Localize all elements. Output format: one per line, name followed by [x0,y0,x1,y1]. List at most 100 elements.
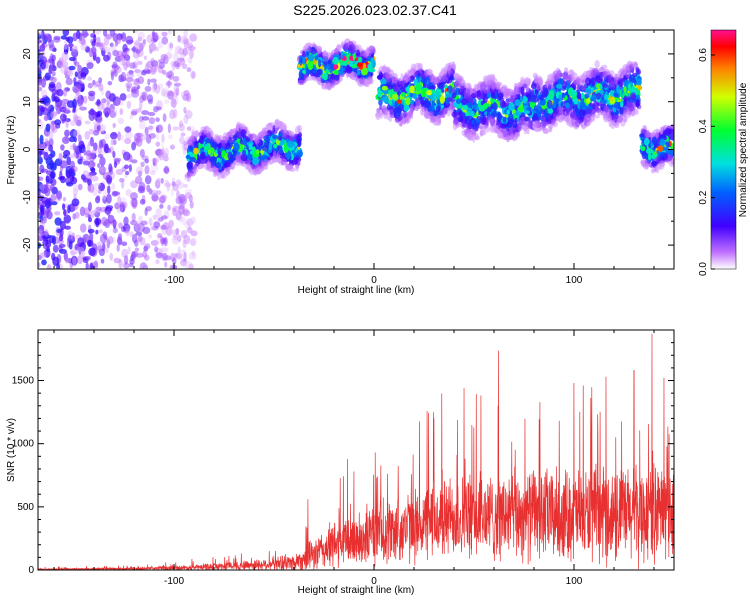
heatmap-cell [391,93,399,101]
heatmap-cell [565,115,570,124]
heatmap-cell [43,244,50,250]
heatmap-cell [50,62,54,73]
heatmap-cell [367,56,371,62]
heatmap-cell [230,163,235,170]
heatmap-cell [62,203,66,211]
heatmap-cell [67,257,72,264]
heatmap-cell [100,258,105,264]
heatmap-cell [404,116,408,123]
heatmap-cell [192,168,199,174]
heatmap-cell [71,232,76,241]
heatmap-cell [82,177,90,183]
heatmap-cell [207,148,211,155]
heatmap-cell [584,114,591,123]
heatmap-cell [130,111,138,116]
heatmap-cell [109,103,115,113]
heatmap-cell [188,263,194,269]
heatmap-cell [180,132,186,137]
heatmap-cell [267,160,273,165]
heatmap-cell [408,70,412,76]
heatmap-cell [72,188,79,196]
heatmap-cell [189,33,198,42]
heatmap-cell [409,85,415,94]
heatmap-cell [170,144,175,150]
heatmap-cell [388,99,393,106]
heatmap-cell [188,240,196,246]
heatmap-cell [65,36,70,42]
heatmap-cell [170,98,177,109]
heatmap-cell [139,262,148,269]
heatmap-cell [131,159,138,164]
heatmap-cell [123,216,129,226]
heatmap-cell [97,188,102,194]
heatmap-cell [172,229,177,238]
heatmap-cell [40,43,48,48]
heatmap-cell [150,163,159,173]
heatmap-cell [297,63,304,68]
heatmap-cell [541,122,547,128]
heatmap-cell [350,71,358,81]
heatmap-cell [58,243,66,248]
heatmap-cell [578,109,586,117]
heatmap-cell [54,119,62,126]
heatmap-cell [38,31,44,37]
heatmap-cell [54,103,62,111]
heatmap-cell [140,161,145,168]
heatmap-cell [88,247,96,256]
heatmap-cell [114,202,120,210]
heatmap-cell [590,87,595,93]
heatmap-cell [175,228,180,236]
heatmap-cell [54,211,61,216]
heatmap-cell [97,103,105,111]
heatmap-cell [458,88,463,95]
heatmap-cell [168,219,175,228]
heatmap-cell [38,176,44,182]
heatmap-cell [96,245,104,252]
heatmap-cell [151,83,156,93]
heatmap-cell [50,193,56,203]
heatmap-cell [98,139,103,149]
heatmap-cell [38,86,43,92]
heatmap-cell [167,70,174,81]
heatmap-cell [168,134,173,140]
heatmap-cell [185,154,191,160]
heatmap-cell [125,77,134,83]
heatmap-cell [166,223,171,228]
heatmap-cell [116,244,120,252]
heatmap-cell [139,237,146,246]
heatmap-cell [581,73,585,80]
heatmap-cell [157,177,162,184]
heatmap-cell [275,157,283,163]
heatmap-cell [314,55,319,61]
heatmap-cell [344,66,350,73]
heatmap-cell [261,162,266,168]
heatmap-cell [391,76,399,84]
heatmap-cell [279,149,284,154]
heatmap-cell [405,97,411,106]
heatmap-cell [51,252,56,261]
heatmap-cell [326,63,331,71]
heatmap-cell [170,186,174,197]
heatmap-cell [359,51,365,57]
heatmap-cell [159,235,164,243]
heatmap-cell [398,81,403,86]
heatmap-cell [410,75,415,80]
heatmap-cell [167,123,171,134]
heatmap-cell [154,246,159,253]
heatmap-cell [122,43,128,53]
heatmap-cell [490,91,495,99]
heatmap-cell [89,232,94,242]
heatmap-cell [175,87,180,96]
heatmap-cell [356,62,363,68]
heatmap-cell [64,225,71,230]
heatmap-cell [404,83,408,88]
heatmap-cell [242,137,247,146]
heatmap-cell [180,58,184,68]
heatmap-cell [473,120,478,130]
heatmap-cell [150,67,158,73]
heatmap-cell [206,160,211,170]
heatmap-cell [160,149,165,155]
heatmap-cell [162,252,168,261]
heatmap-cell [138,101,143,110]
